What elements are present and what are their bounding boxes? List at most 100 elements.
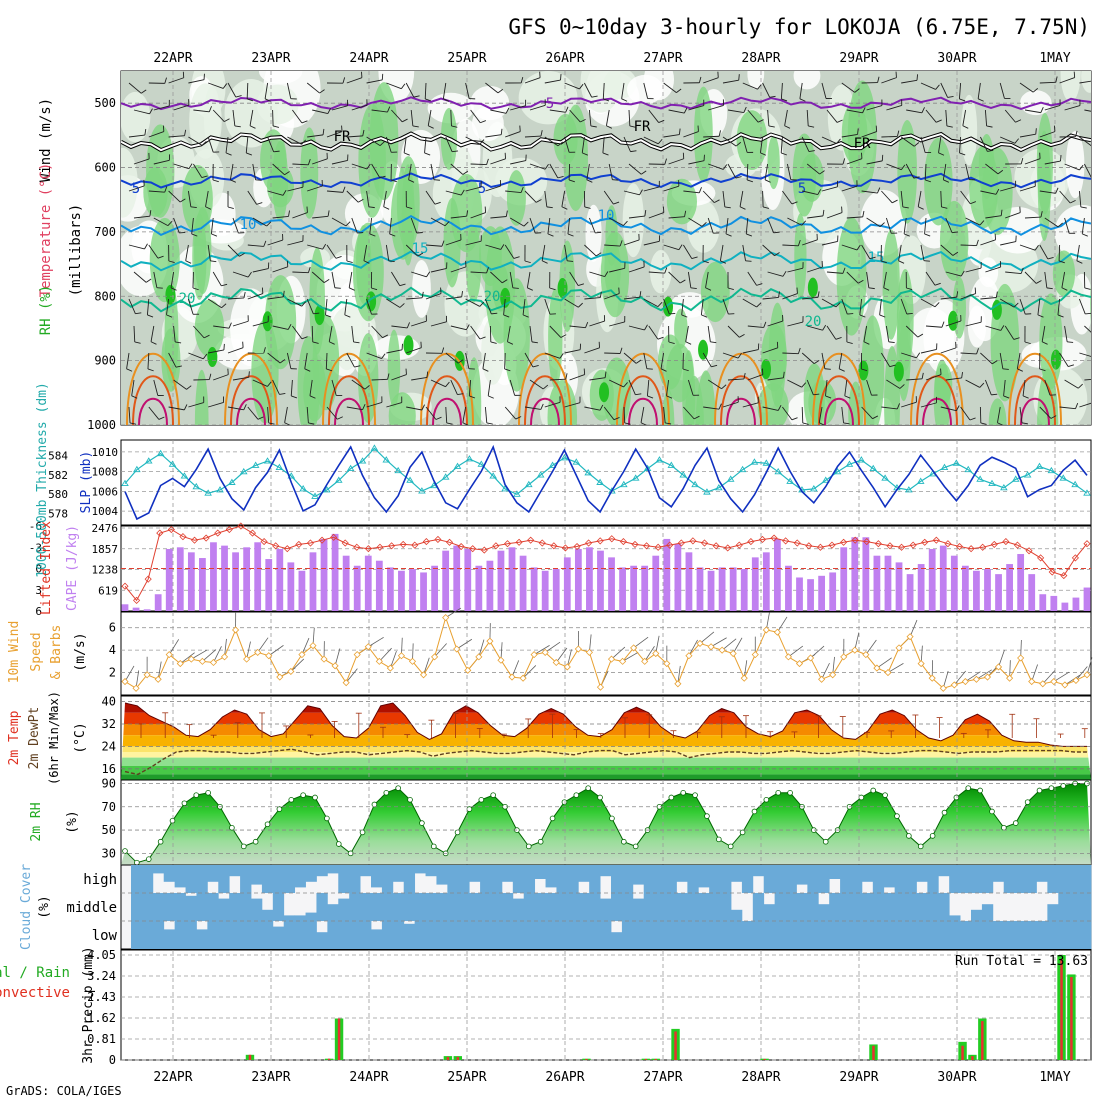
- wind-barb-shaft: [133, 271, 147, 283]
- wind-barb: [710, 637, 727, 648]
- wind-speed-marker: [652, 649, 660, 658]
- y-axis-title: 3hr Precip (mm): [81, 946, 96, 1063]
- cape-bar: [298, 570, 306, 611]
- wind-barb-shaft: [272, 379, 280, 395]
- li-tick-label: 6: [35, 605, 42, 618]
- wind-barb: [456, 638, 473, 650]
- wind-barb-flag: [946, 125, 953, 128]
- cape-bar: [232, 552, 239, 611]
- wind-speed-marker: [375, 657, 383, 665]
- cape-bar: [210, 542, 217, 611]
- wind-barb-flag: [947, 96, 954, 98]
- rh-marker: [858, 794, 865, 801]
- wind-barb-flag: [877, 76, 880, 83]
- wind-barb-flag: [713, 199, 720, 204]
- rh-marker: [727, 843, 734, 850]
- wind-barb-flag: [668, 341, 675, 344]
- rh-marker: [704, 813, 710, 819]
- wind-barb-flag: [604, 271, 609, 277]
- cape-bar: [519, 555, 527, 611]
- wind-barb-shaft: [881, 190, 893, 204]
- cloud-low-bar: [131, 921, 143, 949]
- wind-barb-flag: [282, 189, 287, 196]
- wind-barb-shaft: [424, 82, 427, 100]
- wind-barb-shaft: [980, 239, 996, 246]
- wind-barb-shaft: [569, 325, 586, 329]
- wind-barb-flag: [705, 287, 712, 291]
- wind-barb-shaft: [207, 136, 214, 153]
- wind-barb-flag: [157, 255, 164, 259]
- wind-barb-shaft: [821, 136, 837, 144]
- wind-barb-shaft: [745, 217, 749, 234]
- wind-barb-flag: [676, 88, 682, 93]
- wind-barb-shaft: [722, 298, 729, 315]
- li-marker: [422, 538, 430, 546]
- rh-patch-low: [471, 106, 504, 142]
- precip-conv-bar: [872, 1045, 875, 1060]
- rh-patch-low: [412, 259, 431, 318]
- thickness-marker: [465, 455, 474, 462]
- cloud-high-bar: [611, 865, 623, 893]
- wind-barb-shaft: [391, 271, 401, 286]
- wind-speed-marker: [320, 655, 328, 663]
- wind-barb-shaft: [663, 82, 677, 93]
- thickness-marker: [1047, 466, 1056, 474]
- wind-speed-marker: [928, 674, 936, 682]
- wind10m-series: 642: [109, 607, 1093, 695]
- temp-tick-label: 16: [102, 762, 116, 776]
- cloud-high-bar: [545, 865, 557, 888]
- temp-band: [121, 774, 1091, 780]
- y-axis-title: 2m Temp: [7, 710, 22, 765]
- thickness-marker: [513, 490, 521, 497]
- wind-barb-flag: [906, 287, 913, 290]
- cloud-low-bar: [600, 921, 612, 949]
- cape-bar: [995, 574, 1002, 611]
- wind-barb-shaft: [1024, 158, 1041, 165]
- rh-patch-high: [182, 164, 213, 234]
- wind-barb-flag: [312, 341, 319, 344]
- wind-barb-flag: [1021, 422, 1028, 425]
- wind-barb-flag: [943, 179, 950, 183]
- wind-barb-flag: [980, 422, 987, 425]
- wind-barb-flag: [658, 119, 665, 124]
- wind-barb-flag: [1035, 280, 1042, 284]
- wind-barb-flag: [1078, 383, 1083, 389]
- wind-speed-marker: [1028, 677, 1036, 686]
- rh-patch-high: [924, 137, 953, 226]
- wind-barb-flag: [769, 95, 776, 98]
- cloud-high-bar: [643, 865, 656, 893]
- wind-barb-shaft: [232, 217, 239, 234]
- wind-barb-shaft: [920, 136, 926, 153]
- cloud-high-bar: [872, 865, 885, 893]
- wind-barb-shaft: [408, 163, 412, 180]
- wind-barb-flag: [952, 251, 959, 256]
- wind-barb-shaft: [663, 185, 679, 192]
- wind-barb-flag: [158, 416, 165, 420]
- wind-barb-flag: [323, 278, 330, 283]
- thickness-marker: [750, 458, 759, 465]
- cloud-high-bar: [305, 865, 317, 882]
- cloud-middle-bar: [883, 893, 896, 921]
- wind-barb-flag: [234, 125, 241, 128]
- wind-barb-flag: [190, 206, 197, 208]
- thickness-marker: [251, 461, 260, 468]
- wind-barb-shaft: [346, 406, 363, 411]
- wind-barb-flag: [1082, 233, 1088, 237]
- wind-barb-shaft: [544, 79, 561, 84]
- li-marker: [1002, 538, 1010, 546]
- cloud-low-bar: [414, 921, 426, 949]
- wind-barb-flag: [408, 179, 415, 183]
- wind-barb-flag: [762, 206, 770, 209]
- rh-patch-low: [427, 92, 474, 124]
- wind-barb-flag: [368, 206, 375, 209]
- wind-barb-shaft: [1005, 212, 1021, 219]
- wind-barb-flag: [164, 186, 168, 193]
- wind-barb-shaft: [925, 109, 937, 123]
- rh-marker: [395, 785, 401, 791]
- rh-patch-high: [882, 229, 900, 340]
- date-label-bottom: 24APR: [349, 1070, 388, 1085]
- wind-barb-shaft: [153, 105, 170, 111]
- wind-barb-shaft: [425, 190, 436, 205]
- wind-barb-flag: [580, 118, 586, 123]
- rh-marker: [288, 796, 295, 803]
